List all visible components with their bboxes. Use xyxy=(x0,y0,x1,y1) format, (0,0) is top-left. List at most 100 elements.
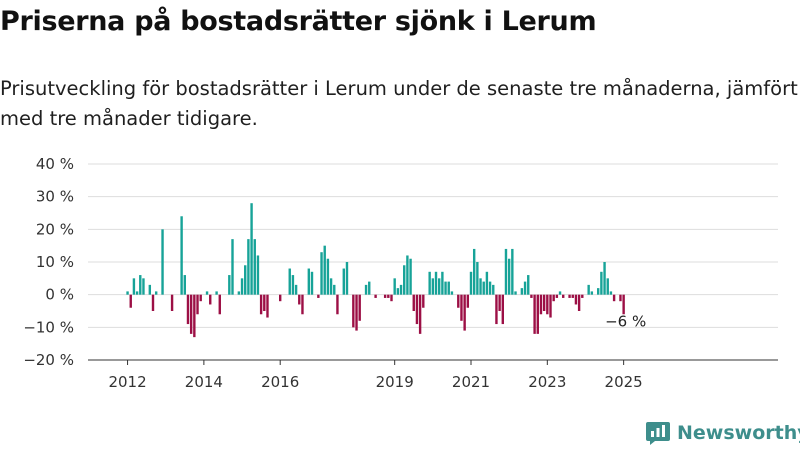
bar xyxy=(244,265,247,295)
bar xyxy=(622,294,625,315)
bar xyxy=(587,284,590,295)
bar xyxy=(310,271,314,295)
bar xyxy=(609,291,613,295)
bar xyxy=(606,278,609,295)
bar xyxy=(323,245,326,295)
bar xyxy=(466,294,470,308)
bar xyxy=(571,294,574,298)
bar xyxy=(336,294,339,315)
bar xyxy=(301,294,304,315)
bar xyxy=(342,268,345,295)
bar xyxy=(298,294,301,305)
bar xyxy=(434,271,438,295)
bar xyxy=(170,294,174,311)
bar xyxy=(129,294,132,308)
bar xyxy=(189,294,193,334)
bar xyxy=(215,291,218,295)
bar xyxy=(288,268,291,295)
bar xyxy=(555,294,559,298)
bar xyxy=(546,294,549,315)
tick-labels: −20 % −10 % 0 % 10 % 20 % 30 % 40 % 2012 2014 201… xyxy=(23,155,646,391)
bar xyxy=(355,294,358,331)
bar xyxy=(562,294,565,298)
x-tick-label: 2012 xyxy=(108,373,146,391)
y-tick-label: 10 % xyxy=(36,253,74,271)
bar xyxy=(520,288,524,295)
bar xyxy=(218,294,221,315)
bar xyxy=(450,291,454,295)
bar xyxy=(279,294,282,302)
y-tick-label: 0 % xyxy=(45,286,74,304)
bar xyxy=(479,278,482,295)
bar xyxy=(237,291,241,295)
bar xyxy=(253,239,256,295)
bar xyxy=(396,288,400,295)
bar xyxy=(581,294,584,298)
bar xyxy=(412,294,415,311)
latest-value-annotation: −6 % xyxy=(605,312,646,330)
bar xyxy=(307,268,311,295)
bar xyxy=(358,294,361,321)
bar xyxy=(501,294,504,325)
chart-title: Priserna på bostadsrätter sjönk i Lerum xyxy=(0,6,597,37)
bar xyxy=(139,275,142,295)
bar xyxy=(457,294,460,308)
bar xyxy=(619,294,622,302)
y-tick-label: 30 % xyxy=(36,188,74,206)
newsworthy-logo-icon xyxy=(646,422,670,445)
gridlines xyxy=(88,163,778,361)
bar xyxy=(387,294,390,298)
bar xyxy=(476,262,479,295)
x-tick-label: 2016 xyxy=(261,373,299,391)
bar xyxy=(199,294,202,302)
bar xyxy=(418,294,422,334)
bar xyxy=(441,271,444,295)
bar xyxy=(403,265,406,295)
bar xyxy=(498,294,501,311)
x-tick-label: 2023 xyxy=(528,373,566,391)
bar xyxy=(259,294,263,315)
bar-chart: −20 % −10 % 0 % 10 % 20 % 30 % 40 % 2012 2014 201… xyxy=(23,155,778,391)
bar xyxy=(142,278,145,295)
bar xyxy=(603,262,606,295)
bar xyxy=(209,294,212,305)
bar xyxy=(256,255,260,295)
bar xyxy=(549,294,552,318)
bar xyxy=(247,239,250,295)
bar xyxy=(612,294,616,302)
bar xyxy=(415,294,419,325)
bar xyxy=(390,294,393,302)
bar xyxy=(514,291,517,295)
bar xyxy=(151,294,155,311)
bar xyxy=(186,294,190,325)
bar xyxy=(393,278,396,295)
y-tick-label: 40 % xyxy=(36,155,74,173)
brand[interactable]: Newsworthy xyxy=(645,420,800,446)
bar xyxy=(228,275,231,295)
bar xyxy=(536,294,539,334)
bar xyxy=(196,294,199,315)
bar xyxy=(352,294,355,328)
bar xyxy=(533,294,536,334)
bar xyxy=(590,291,594,295)
bar xyxy=(294,284,298,295)
bar xyxy=(530,294,533,298)
bar xyxy=(135,291,139,295)
bar xyxy=(345,262,349,295)
bar xyxy=(574,294,578,305)
bar xyxy=(463,294,466,331)
bar xyxy=(326,258,330,295)
bar xyxy=(492,284,495,295)
bar xyxy=(409,258,412,295)
bar xyxy=(485,271,489,295)
bar xyxy=(488,281,492,295)
bar xyxy=(383,294,387,298)
bar xyxy=(542,294,546,311)
bar xyxy=(447,281,450,295)
bar xyxy=(431,278,435,295)
x-tick-label: 2019 xyxy=(376,373,414,391)
bar xyxy=(482,281,485,295)
bar xyxy=(317,294,320,298)
bar xyxy=(444,281,447,295)
bar xyxy=(472,248,476,295)
